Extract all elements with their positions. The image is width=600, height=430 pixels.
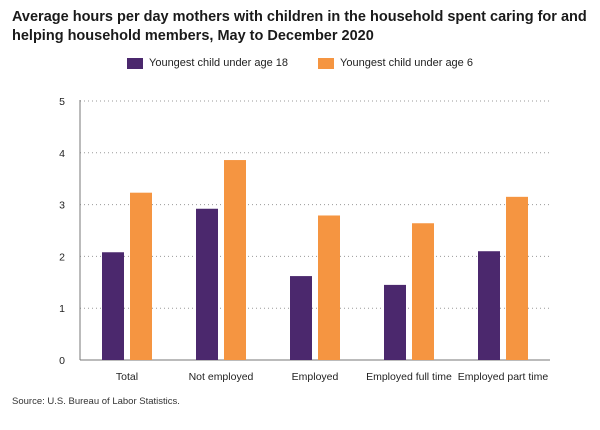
bar-1-1: [196, 208, 218, 360]
chart-title: Average hours per day mothers with child…: [12, 9, 587, 44]
bar-2-0: [130, 192, 152, 360]
bar-1-3: [384, 284, 406, 360]
x-tick-label-2: Employed: [292, 371, 339, 383]
y-tick-label-1: 1: [59, 303, 65, 315]
y-tick-label-3: 3: [59, 200, 65, 212]
bar-1-2: [290, 276, 312, 360]
y-tick-label-2: 2: [59, 251, 65, 263]
legend: Youngest child under age 18 Youngest chi…: [0, 57, 600, 69]
legend-swatch-series-1: [127, 57, 143, 69]
x-tick-label-1: Not employed: [189, 371, 254, 383]
y-tick-label-5: 5: [59, 96, 65, 108]
x-tick-label-4: Employed part time: [458, 371, 549, 383]
legend-item-series-2: Youngest child under age 6: [318, 57, 473, 69]
y-tick-label-0: 0: [59, 355, 65, 367]
bar-2-2: [318, 215, 340, 360]
x-tick-label-3: Employed full time: [366, 371, 452, 383]
bar-2-4: [506, 196, 528, 360]
legend-label-series-1: Youngest child under age 18: [149, 57, 289, 69]
bar-1-4: [478, 251, 500, 360]
bar-2-3: [412, 223, 434, 360]
x-tick-label-0: Total: [116, 371, 138, 383]
legend-label-series-2: Youngest child under age 6: [340, 57, 473, 69]
legend-swatch-series-2: [318, 57, 335, 69]
source-note: Source: U.S. Bureau of Labor Statistics.: [12, 396, 180, 407]
legend-item-series-1: Youngest child under age 18: [127, 57, 288, 69]
bar-1-0: [102, 252, 124, 360]
y-tick-label-4: 4: [59, 148, 65, 160]
bar-2-1: [224, 160, 246, 360]
